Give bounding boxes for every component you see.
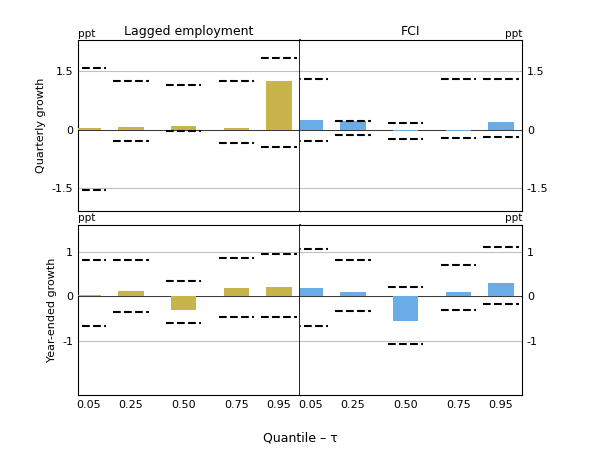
Text: Quantile – τ: Quantile – τ [263,431,337,445]
Title: Lagged employment: Lagged employment [124,25,254,38]
Bar [266,287,292,296]
Bar [488,283,514,296]
Bar [340,292,365,296]
Text: ppt: ppt [78,29,95,39]
Bar [76,128,101,130]
Bar [224,128,249,130]
Bar [340,121,365,130]
Bar [118,291,143,296]
Bar [446,130,471,132]
Bar [224,288,249,296]
Title: FCI: FCI [401,25,421,38]
Y-axis label: Quarterly growth: Quarterly growth [36,78,46,173]
Bar [266,81,292,130]
Bar [76,295,101,296]
Bar [298,120,323,130]
Bar [118,127,143,130]
Bar [171,296,196,310]
Bar [488,122,514,130]
Text: ppt: ppt [505,213,522,223]
Bar [393,130,418,131]
Text: ppt: ppt [505,29,522,39]
Text: ppt: ppt [78,213,95,223]
Y-axis label: Year-ended growth: Year-ended growth [47,258,56,362]
Bar [171,127,196,130]
Bar [298,288,323,296]
Bar [446,292,471,296]
Bar [393,296,418,321]
